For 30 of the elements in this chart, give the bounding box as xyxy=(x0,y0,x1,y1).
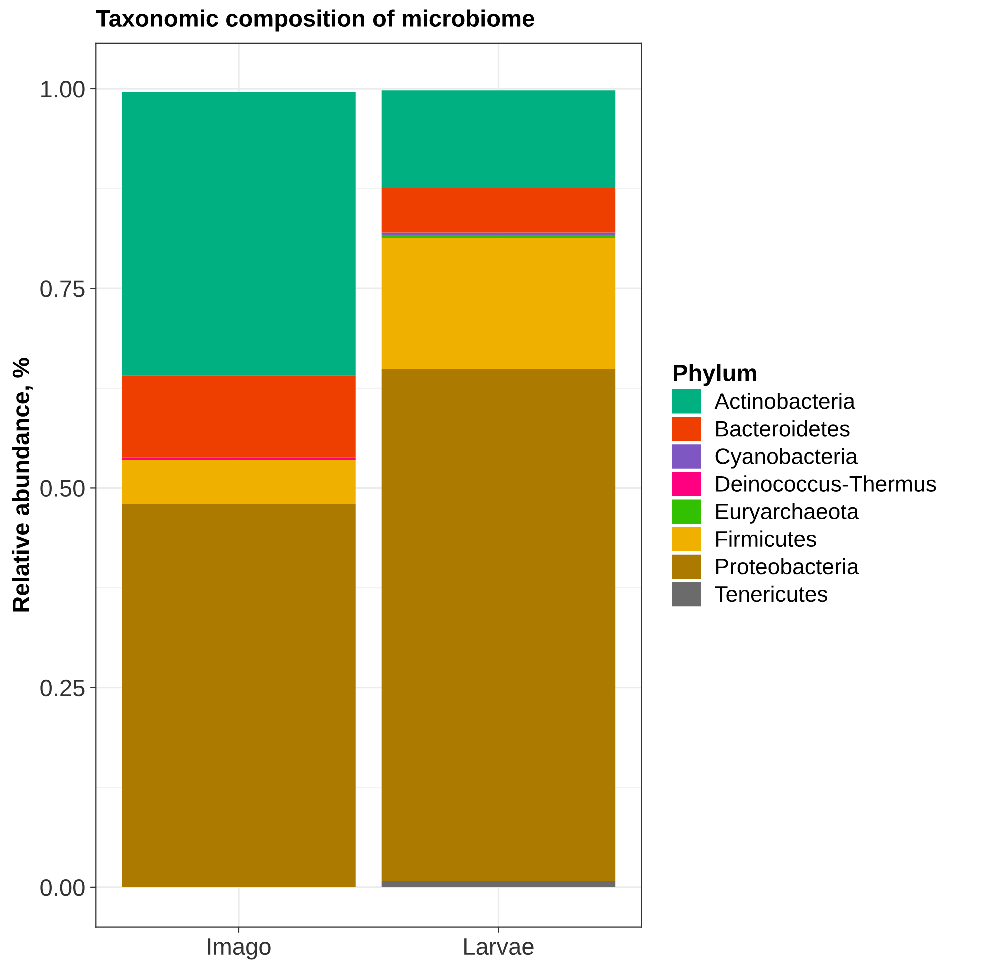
legend-label: Bacteroidetes xyxy=(716,420,850,437)
y-tick-label: 1.00 xyxy=(42,81,85,98)
legend-title: Phylum xyxy=(674,364,756,386)
y-tick-label: 0.75 xyxy=(40,280,85,298)
bar xyxy=(382,235,616,238)
bar xyxy=(122,92,356,376)
legend-label: Tenericutes xyxy=(715,586,828,602)
x-tick-label: Larvae xyxy=(464,938,534,956)
bar xyxy=(122,376,356,458)
bar xyxy=(122,504,356,888)
legend-label: Proteobacteria xyxy=(716,558,860,575)
bar xyxy=(382,188,616,233)
bar xyxy=(122,460,356,504)
bar xyxy=(382,232,616,236)
legend-label: Cyanobacteria xyxy=(716,448,858,469)
bar xyxy=(382,238,616,370)
bar xyxy=(382,881,616,888)
y-axis-title: Relative abundance, % xyxy=(12,358,33,612)
y-tick-label: 0.25 xyxy=(40,680,85,697)
bar xyxy=(382,90,616,188)
x-tick-label: Imago xyxy=(208,938,271,960)
bar xyxy=(382,369,616,882)
legend-label: Deinococcus-Thermus xyxy=(716,476,936,492)
y-tick-label: 0.50 xyxy=(40,480,85,497)
y-tick-label: 0.00 xyxy=(40,880,85,896)
chart-title: Taxonomic composition of microbiome xyxy=(96,10,534,32)
legend-label: Firmicutes xyxy=(716,530,816,548)
legend-label: Euryarchaeota xyxy=(716,503,860,524)
legend-label: Actinobacteria xyxy=(714,392,856,410)
bar xyxy=(122,458,356,460)
